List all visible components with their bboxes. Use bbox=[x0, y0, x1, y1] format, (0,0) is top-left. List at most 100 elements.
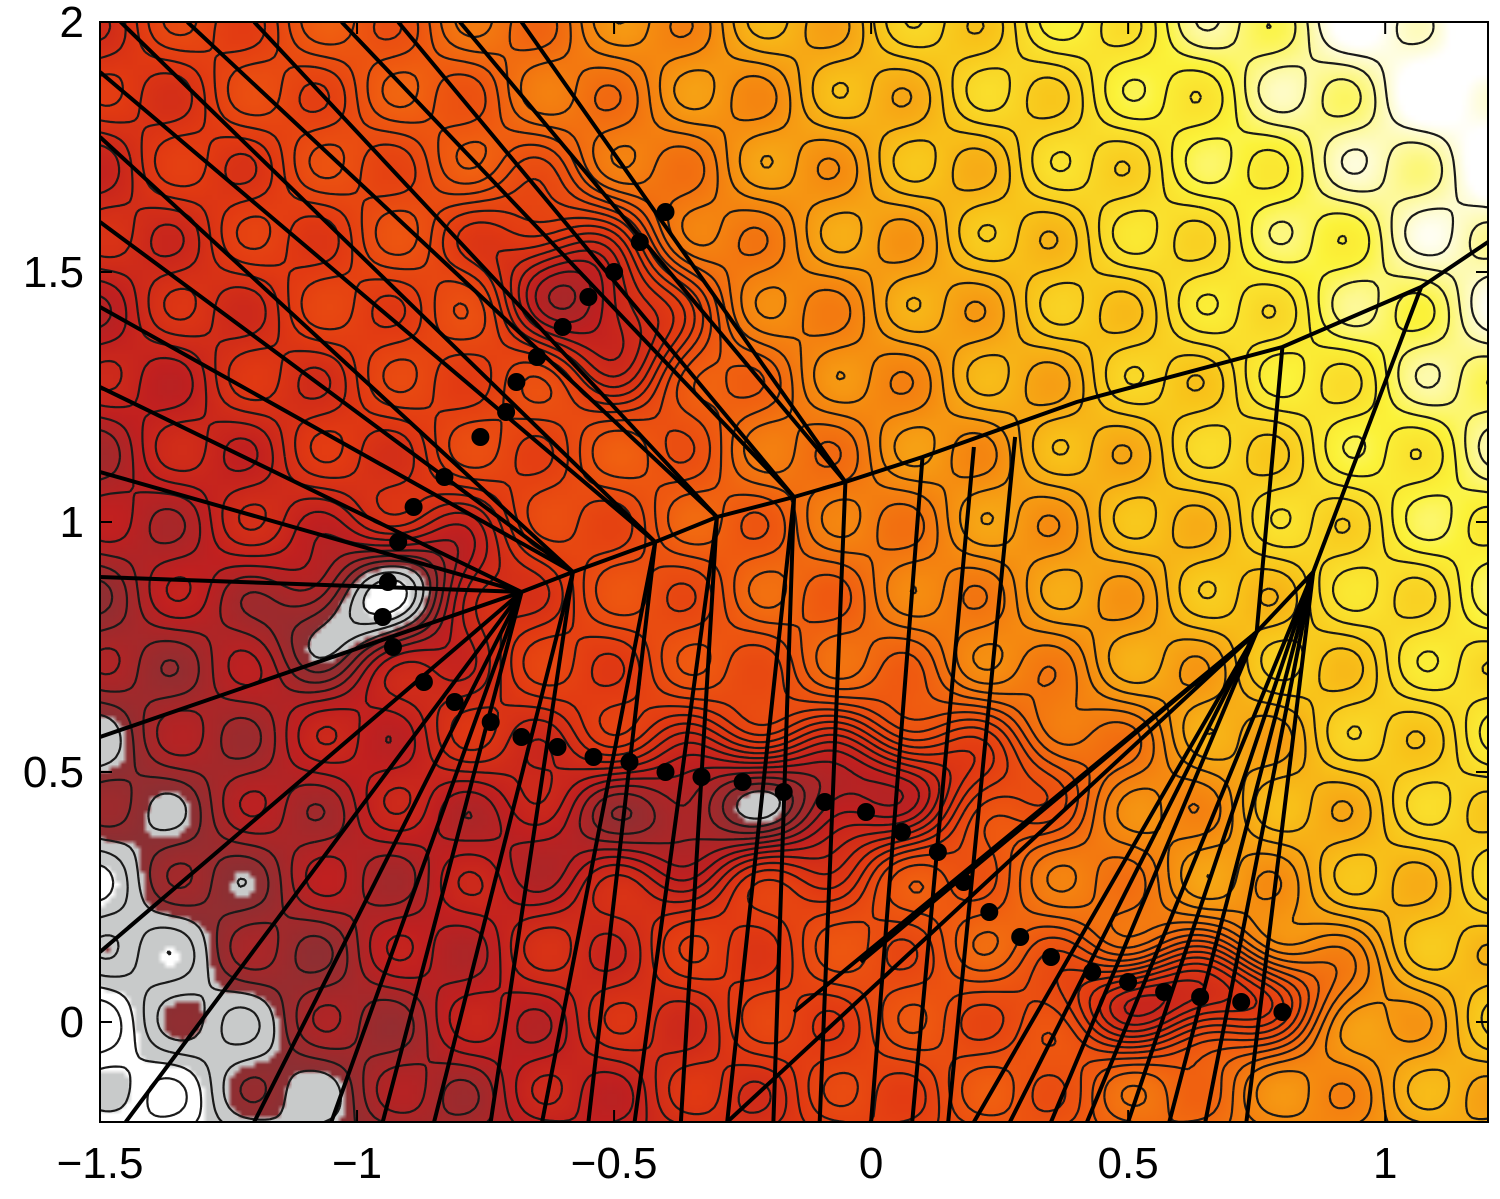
data-point bbox=[414, 673, 433, 691]
data-point bbox=[389, 533, 408, 551]
y-axis-ticks: 0 0.5 1 1.5 2 bbox=[23, 0, 1488, 1047]
data-point bbox=[1232, 993, 1251, 1011]
contour-level bbox=[580, 22, 1357, 1122]
path-line bbox=[100, 590, 523, 954]
x-tick-label: −1.5 bbox=[57, 1139, 144, 1188]
contour-level bbox=[439, 22, 1320, 1122]
path-line bbox=[1203, 571, 1316, 1122]
data-point bbox=[548, 738, 567, 756]
data-point bbox=[1083, 963, 1102, 981]
path-line bbox=[1255, 570, 1315, 634]
path-line bbox=[100, 305, 574, 574]
data-point bbox=[378, 573, 397, 591]
path-line bbox=[771, 496, 796, 1122]
path-line bbox=[869, 456, 925, 1122]
contour-level bbox=[831, 22, 1488, 1051]
data-point bbox=[445, 693, 464, 711]
data-point bbox=[384, 638, 402, 656]
data-point bbox=[692, 768, 711, 786]
data-point bbox=[1273, 1003, 1292, 1021]
path-line bbox=[100, 70, 657, 544]
plot-frame bbox=[99, 21, 1489, 1123]
plot-area bbox=[100, 22, 1488, 1122]
path-line bbox=[119, 22, 657, 544]
y-tick-label: 0 bbox=[60, 998, 84, 1047]
path-line bbox=[1085, 571, 1316, 1122]
x-tick-label: 1 bbox=[1373, 1139, 1397, 1188]
data-point bbox=[507, 373, 526, 391]
x-axis-ticks: −1.5 −1 −0.5 0 0.5 1 bbox=[57, 22, 1397, 1188]
path-line bbox=[186, 22, 719, 519]
y-tick-label: 0.5 bbox=[23, 748, 84, 797]
data-point bbox=[656, 763, 675, 781]
energy-heatmap bbox=[100, 22, 1488, 1122]
path-line bbox=[100, 385, 523, 594]
data-point bbox=[1155, 983, 1174, 1001]
x-tick-label: 0 bbox=[859, 1139, 883, 1188]
path-line bbox=[100, 470, 523, 594]
path-line bbox=[380, 591, 524, 1122]
path-line bbox=[725, 496, 796, 1122]
data-point bbox=[1191, 988, 1210, 1006]
data-point bbox=[1042, 948, 1060, 966]
contour-level bbox=[100, 565, 782, 1122]
contour-level bbox=[100, 554, 806, 1122]
path-line bbox=[1311, 286, 1424, 573]
path-line bbox=[678, 516, 719, 1122]
contour-level bbox=[100, 22, 1207, 1122]
path-line bbox=[1167, 571, 1316, 1122]
data-point bbox=[733, 773, 752, 791]
contour-level bbox=[100, 270, 905, 1122]
path-line bbox=[586, 541, 658, 1122]
data-point bbox=[928, 843, 947, 861]
data-point bbox=[553, 318, 572, 336]
data-point bbox=[815, 793, 834, 811]
path-line bbox=[432, 571, 575, 1122]
data-point bbox=[893, 823, 911, 841]
path-line bbox=[540, 541, 658, 1122]
contour-level bbox=[1194, 22, 1488, 466]
path-line bbox=[1126, 571, 1316, 1122]
contour-level bbox=[1038, 22, 1488, 751]
path-line bbox=[725, 630, 1259, 1122]
path-line bbox=[910, 446, 976, 1122]
data-point bbox=[857, 803, 875, 821]
path-line bbox=[252, 22, 719, 519]
path-line bbox=[340, 22, 796, 499]
data-point bbox=[579, 288, 598, 306]
y-tick-label: 1.5 bbox=[23, 248, 84, 297]
path-line bbox=[1244, 571, 1316, 1122]
data-point bbox=[512, 728, 531, 746]
data-point bbox=[497, 403, 516, 421]
contour-level bbox=[147, 22, 1274, 1122]
x-tick-label: −0.5 bbox=[571, 1139, 658, 1188]
data-point bbox=[404, 498, 423, 516]
data-point bbox=[584, 748, 603, 766]
data-point bbox=[1119, 973, 1138, 991]
data-point bbox=[1011, 928, 1030, 946]
data-point bbox=[528, 348, 546, 366]
path-line bbox=[946, 436, 1018, 1122]
path-line bbox=[488, 571, 575, 1122]
data-point bbox=[980, 903, 999, 921]
path-line bbox=[100, 220, 575, 574]
data-point bbox=[471, 428, 490, 446]
data-point bbox=[435, 468, 454, 486]
data-point bbox=[481, 713, 500, 731]
string-points bbox=[373, 203, 1292, 1021]
path-line bbox=[252, 591, 524, 1122]
path-line bbox=[519, 22, 848, 484]
x-tick-label: −1 bbox=[332, 1139, 382, 1188]
contour-level bbox=[1024, 22, 1488, 766]
path-line bbox=[632, 516, 719, 1122]
contour-level bbox=[100, 571, 418, 1122]
x-tick-label: 0.5 bbox=[1098, 1139, 1159, 1188]
path-line bbox=[329, 591, 524, 1122]
path-line bbox=[100, 135, 575, 574]
path-line bbox=[1008, 631, 1259, 1122]
data-point bbox=[954, 873, 973, 891]
data-point bbox=[630, 233, 649, 251]
data-point bbox=[774, 783, 793, 801]
data-point bbox=[656, 203, 675, 221]
